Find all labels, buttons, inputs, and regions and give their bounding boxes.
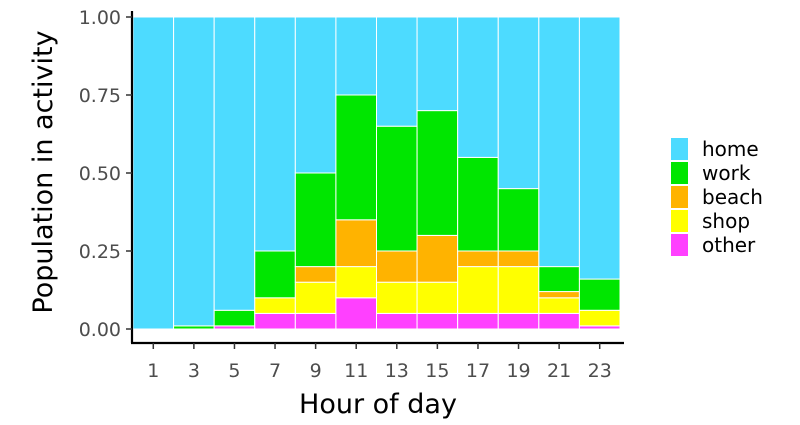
bar-home-hour-1 bbox=[132, 16, 175, 330]
y-tick-label: 0.75 bbox=[79, 85, 121, 107]
bar-shop-hour-21 bbox=[538, 297, 580, 314]
bar-other-hour-7 bbox=[254, 312, 296, 330]
bar-work-hour-7 bbox=[254, 250, 296, 299]
y-tick-labels: 0.00 0.25 0.50 0.75 1.00 bbox=[79, 7, 121, 341]
bar-work-hour-21 bbox=[538, 266, 580, 293]
bar-shop-hour-19 bbox=[497, 266, 540, 314]
x-tick-label: 17 bbox=[466, 360, 490, 382]
y-tick-label: 1.00 bbox=[79, 7, 121, 29]
bar-work-hour-15 bbox=[416, 110, 459, 236]
bar-home-hour-19 bbox=[497, 16, 540, 190]
bar-other-hour-17 bbox=[457, 312, 499, 330]
bars-group bbox=[132, 16, 621, 330]
bar-work-hour-11 bbox=[335, 94, 377, 221]
legend-label-other: other bbox=[702, 233, 756, 257]
legend-swatch-home bbox=[671, 138, 688, 160]
x-tick-label: 5 bbox=[228, 360, 240, 382]
x-tick-label: 11 bbox=[344, 360, 368, 382]
bar-shop-hour-23 bbox=[578, 309, 621, 327]
x-axis-title: Hour of day bbox=[299, 389, 457, 420]
legend-label-work: work bbox=[702, 161, 751, 185]
bar-shop-hour-7 bbox=[254, 297, 296, 314]
legend-swatch-beach bbox=[671, 186, 688, 208]
bar-home-hour-13 bbox=[376, 16, 418, 127]
bar-shop-hour-13 bbox=[376, 281, 418, 314]
bar-beach-hour-11 bbox=[335, 219, 377, 268]
bar-home-hour-21 bbox=[538, 16, 580, 268]
bar-work-hour-19 bbox=[497, 188, 540, 252]
bar-home-hour-3 bbox=[173, 16, 215, 327]
bar-home-hour-17 bbox=[457, 16, 499, 158]
bar-shop-hour-17 bbox=[457, 266, 499, 314]
bar-work-hour-13 bbox=[376, 125, 418, 252]
bar-work-hour-5 bbox=[213, 309, 256, 327]
legend-label-home: home bbox=[702, 137, 759, 161]
x-tick-label: 1 bbox=[147, 360, 159, 382]
x-tick-label: 15 bbox=[425, 360, 449, 382]
x-tick-label: 9 bbox=[310, 360, 322, 382]
y-axis-title: Population in activity bbox=[28, 30, 59, 313]
bar-home-hour-7 bbox=[254, 16, 296, 252]
x-tick-label: 21 bbox=[547, 360, 571, 382]
bar-beach-hour-9 bbox=[294, 266, 337, 283]
axes-group bbox=[126, 11, 624, 349]
legend-swatch-other bbox=[671, 234, 688, 256]
x-tick-label: 19 bbox=[506, 360, 530, 382]
x-tick-label: 23 bbox=[588, 360, 612, 382]
y-tick-label: 0.50 bbox=[79, 163, 121, 185]
bar-home-hour-11 bbox=[335, 16, 377, 96]
bar-shop-hour-9 bbox=[294, 281, 337, 314]
x-tick-label: 3 bbox=[188, 360, 200, 382]
bar-shop-hour-15 bbox=[416, 281, 459, 314]
bar-home-hour-15 bbox=[416, 16, 459, 112]
bar-beach-hour-13 bbox=[376, 250, 418, 283]
x-tick-label: 7 bbox=[269, 360, 281, 382]
bar-shop-hour-11 bbox=[335, 266, 377, 299]
bar-other-hour-21 bbox=[538, 312, 580, 330]
bar-beach-hour-19 bbox=[497, 250, 540, 268]
bar-other-hour-19 bbox=[497, 312, 540, 330]
bar-beach-hour-21 bbox=[538, 291, 580, 299]
bar-other-hour-9 bbox=[294, 312, 337, 330]
bar-home-hour-5 bbox=[213, 16, 256, 311]
bar-other-hour-13 bbox=[376, 312, 418, 330]
bar-home-hour-9 bbox=[294, 16, 337, 174]
x-tick-labels: 1 3 5 7 9 11 13 15 17 19 21 23 bbox=[147, 360, 612, 382]
bar-other-hour-15 bbox=[416, 312, 459, 330]
y-tick-label: 0.00 bbox=[79, 319, 121, 341]
bar-home-hour-23 bbox=[578, 16, 621, 280]
legend-label-beach: beach bbox=[702, 185, 763, 209]
bar-work-hour-17 bbox=[457, 156, 499, 252]
legend-swatch-shop bbox=[671, 210, 688, 232]
y-tick-label: 0.25 bbox=[79, 241, 121, 263]
bar-work-hour-23 bbox=[578, 278, 621, 311]
bar-beach-hour-15 bbox=[416, 234, 459, 283]
bar-work-hour-9 bbox=[294, 172, 337, 268]
bar-beach-hour-17 bbox=[457, 250, 499, 268]
bar-other-hour-11 bbox=[335, 297, 377, 330]
legend-swatch-work bbox=[671, 162, 688, 184]
x-tick-label: 13 bbox=[385, 360, 409, 382]
legend-label-shop: shop bbox=[702, 209, 750, 233]
